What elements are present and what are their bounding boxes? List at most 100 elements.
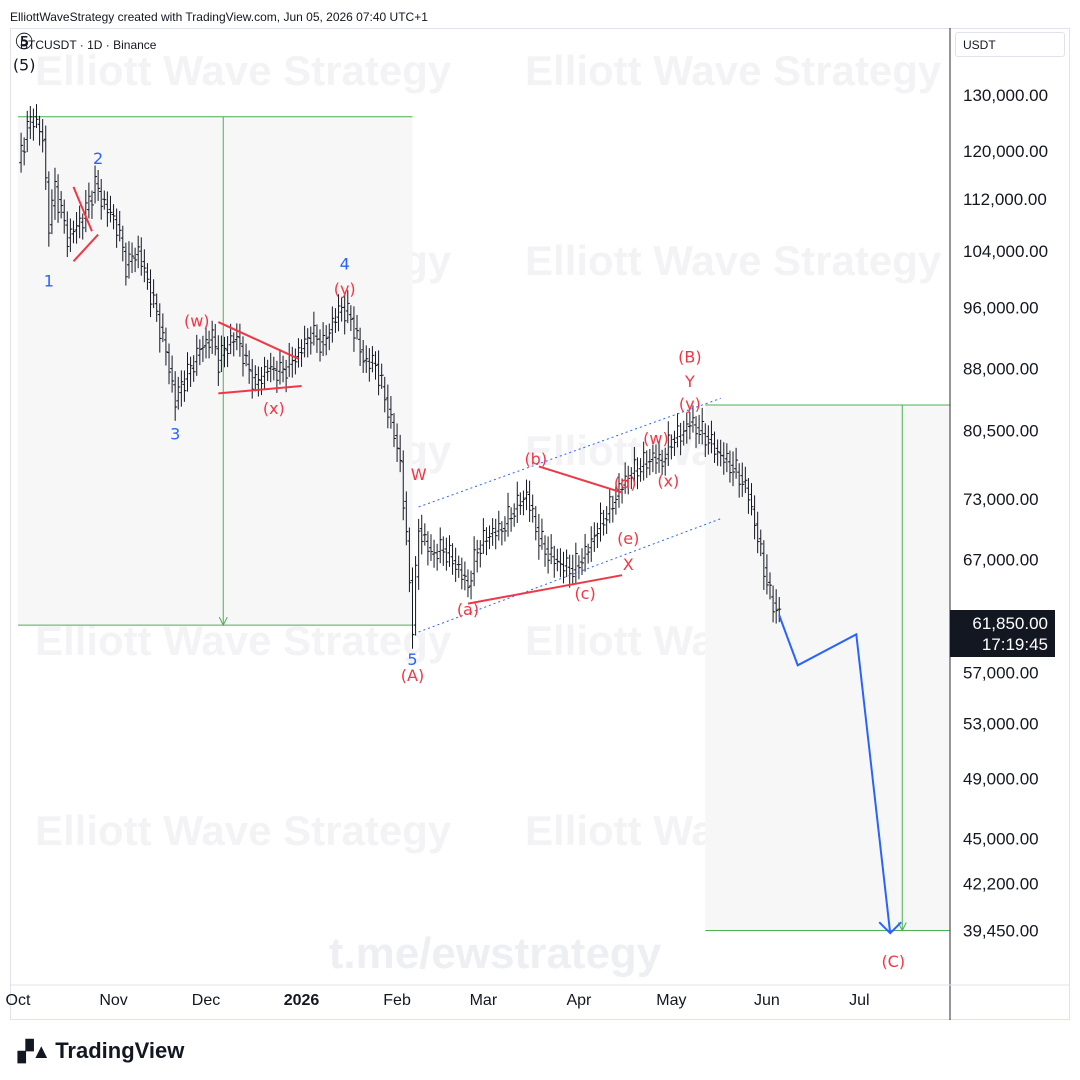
time-tick-label: 2026 xyxy=(284,992,320,1009)
ohlc-bar xyxy=(163,327,168,366)
wave-label: (c) xyxy=(574,584,595,603)
ohlc-bar xyxy=(644,450,649,478)
triangle-trendline xyxy=(218,385,302,395)
ohlc-bar xyxy=(444,537,449,571)
watermark-link: t.me/ewstrategy xyxy=(329,929,662,978)
symbol-label[interactable]: BTCUSDT · 1D · Binance xyxy=(20,38,157,52)
ohlc-bar xyxy=(176,376,181,410)
ohlc-bar xyxy=(450,543,455,575)
ohlc-bar xyxy=(83,190,88,233)
ohlc-bar xyxy=(712,431,717,463)
ohlc-bar xyxy=(262,356,267,391)
ohlc-bar xyxy=(564,549,569,578)
tradingview-logo[interactable]: ▞▲ TradingView xyxy=(18,1038,184,1064)
ohlc-bar xyxy=(620,478,625,504)
wave-label: 2 xyxy=(93,149,103,168)
ohlc-bar xyxy=(302,325,307,358)
ohlc-bar xyxy=(244,343,249,367)
ohlc-bar xyxy=(469,570,474,600)
ohlc-bar xyxy=(398,434,403,473)
ohlc-bar xyxy=(425,531,430,566)
ohlc-bar xyxy=(225,336,230,368)
price-tick-label: 88,000.00 xyxy=(963,359,1039,378)
ohlc-bar xyxy=(700,407,705,445)
ohlc-bar xyxy=(456,555,461,578)
wave-label: (a) xyxy=(457,600,479,619)
triangle-trendline xyxy=(72,186,93,232)
ohlc-bar xyxy=(493,518,498,550)
last-price-label: 61,850.00 17:19:45 xyxy=(950,610,1055,657)
ohlc-bar xyxy=(743,466,748,494)
ohlc-bar xyxy=(465,569,470,598)
forecast-arrow-head xyxy=(878,921,902,935)
ohlc-bar xyxy=(484,527,489,556)
chart-credit: ElliottWaveStrategy created with Trading… xyxy=(10,10,428,24)
ohlc-bar xyxy=(672,430,677,457)
wave-label: (x) xyxy=(263,399,285,418)
ohlc-bar xyxy=(690,405,695,433)
time-tick-label: Mar xyxy=(470,992,498,1009)
ohlc-bar xyxy=(154,293,159,322)
ohlc-bar xyxy=(453,547,458,582)
ohlc-bar xyxy=(675,413,680,448)
wave-label: (e) xyxy=(617,529,639,548)
bar-countdown: 17:19:45 xyxy=(981,635,1048,654)
wave-label: (A) xyxy=(401,666,424,685)
ohlc-bar xyxy=(395,423,400,463)
ohlc-bar xyxy=(93,165,98,204)
ohlc-bar xyxy=(447,535,452,567)
ohlc-bar xyxy=(774,589,779,624)
currency-button[interactable]: USDT xyxy=(955,32,1065,57)
channel-line xyxy=(418,397,721,508)
ohlc-bar xyxy=(472,536,477,587)
ohlc-bar xyxy=(102,190,107,210)
ohlc-bar xyxy=(583,533,588,572)
ohlc-bar xyxy=(475,539,480,573)
ohlc-bar xyxy=(139,237,144,276)
plot-area: Elliott Wave Strategy Elliott Wave Strate… xyxy=(13,30,950,978)
ohlc-bar xyxy=(86,182,91,219)
ohlc-bar xyxy=(234,323,239,351)
ohlc-bar xyxy=(727,450,732,483)
ohlc-bar xyxy=(755,511,760,554)
price-tick-label: 53,000.00 xyxy=(963,715,1039,734)
ohlc-bar xyxy=(28,105,33,140)
ohlc-bar xyxy=(71,220,76,244)
ohlc-bar xyxy=(142,249,147,283)
ohlc-bar xyxy=(333,308,338,333)
ohlc-bar xyxy=(768,572,772,600)
ohlc-bar xyxy=(632,446,637,486)
ohlc-bar xyxy=(629,467,634,490)
ohlc-bar xyxy=(188,356,193,387)
price-tick-label: 57,000.00 xyxy=(963,664,1039,683)
ohlc-bar xyxy=(561,551,566,584)
ohlc-bar xyxy=(586,543,591,564)
ohlc-bar xyxy=(576,555,581,580)
time-tick-label: Apr xyxy=(566,992,592,1009)
ohlc-bar xyxy=(173,371,178,421)
ohlc-bar xyxy=(330,306,335,343)
ohlc-bar xyxy=(512,503,517,527)
ohlc-bar xyxy=(496,510,501,541)
ohlc-bar xyxy=(641,441,646,481)
chart-frame xyxy=(10,28,1070,1020)
ohlc-bar xyxy=(598,502,603,542)
ohlc-bar xyxy=(401,450,406,521)
ohlc-bar xyxy=(694,416,699,448)
wave-label: (b) xyxy=(524,450,547,469)
ohlc-bar xyxy=(663,447,668,476)
ohlc-bar xyxy=(133,247,138,273)
ohlc-bar xyxy=(684,412,689,444)
ohlc-bar xyxy=(459,557,464,590)
ohlc-bar xyxy=(570,554,575,586)
ohlc-bar xyxy=(552,545,557,578)
ohlc-bar xyxy=(635,457,640,490)
ohlc-bar xyxy=(305,328,310,358)
ohlc-bar xyxy=(160,313,165,343)
ohlc-bar xyxy=(277,349,282,385)
last-price-value: 61,850.00 xyxy=(972,614,1048,633)
forecast-path xyxy=(778,615,892,934)
time-tick-label: Dec xyxy=(192,992,220,1009)
wave-label: (w) xyxy=(184,312,210,331)
